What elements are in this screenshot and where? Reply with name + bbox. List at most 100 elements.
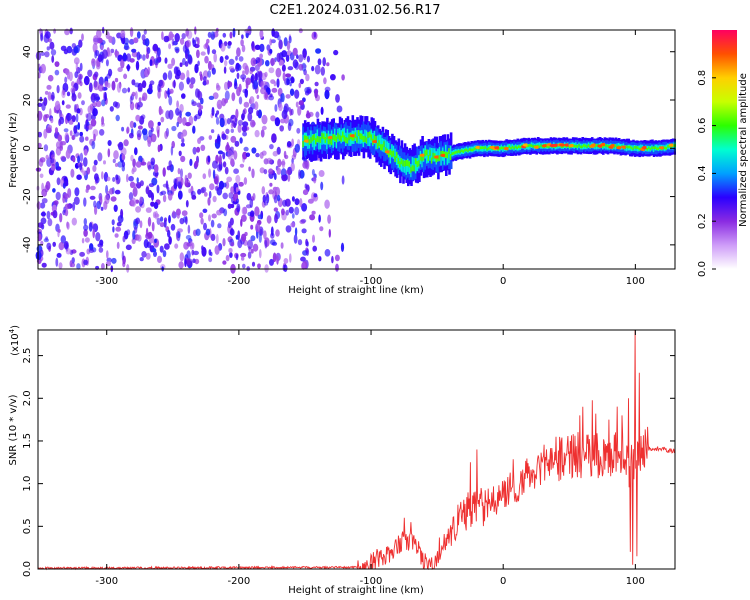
heatmap-cell xyxy=(79,152,84,162)
heatmap-cell xyxy=(156,124,160,134)
heatmap-cell xyxy=(269,144,274,150)
heatmap-cell xyxy=(140,161,147,166)
heatmap-cell xyxy=(217,150,224,155)
heatmap-cell xyxy=(283,264,288,273)
heatmap-cell xyxy=(247,112,253,122)
heatmap-cell xyxy=(294,143,300,153)
colorbar-ticks: 0.0 0.2 0.4 0.6 0.8 xyxy=(697,70,716,277)
heatmap-cell xyxy=(277,158,282,168)
heatmap-cell xyxy=(260,87,266,95)
heatmap-cell xyxy=(260,129,265,138)
heatmap-cell xyxy=(148,120,154,129)
heatmap-cell xyxy=(665,147,669,150)
heatmap-cell xyxy=(142,92,148,101)
heatmap-cell xyxy=(270,115,276,122)
heatmap-cell xyxy=(143,239,149,249)
heatmap-cell xyxy=(302,189,309,196)
heatmap-cell xyxy=(256,110,259,117)
heatmap-cell xyxy=(47,91,52,101)
heatmap-cell xyxy=(156,217,161,225)
heatmap-cell xyxy=(162,183,169,188)
heatmap-cell xyxy=(56,85,60,94)
heatmap-cell xyxy=(362,121,366,146)
heatmap-cell xyxy=(92,165,97,172)
heatmap-cell xyxy=(627,145,630,149)
heatmap-cell xyxy=(227,203,232,209)
heatmap-cell xyxy=(341,175,345,185)
heatmap-cell xyxy=(259,53,263,59)
heatmap-cell xyxy=(403,160,407,167)
heatmap-cell xyxy=(286,141,292,148)
heatmap-cell xyxy=(438,146,442,161)
heatmap-cell xyxy=(361,133,364,140)
heatmap-cell xyxy=(315,48,322,54)
heatmap-cell xyxy=(83,157,88,167)
heatmap-cell xyxy=(210,219,215,228)
heatmap-cell xyxy=(357,130,361,136)
heatmap-cell xyxy=(164,243,170,250)
heatmap-cell xyxy=(464,148,467,152)
heatmap-cell xyxy=(104,91,107,102)
heatmap-cell xyxy=(165,110,171,120)
heatmap-cell xyxy=(189,240,194,250)
heatmap-cell xyxy=(95,232,101,242)
heatmap-cell xyxy=(158,79,163,87)
heatmap-cell xyxy=(131,79,136,86)
heatmap-cell xyxy=(161,31,164,40)
heatmap-cell xyxy=(178,261,184,269)
heatmap-cell xyxy=(58,262,63,269)
heatmap-cell xyxy=(69,260,73,268)
heatmap-cell xyxy=(240,252,247,258)
heatmap-cell xyxy=(83,229,88,237)
heatmap-cell xyxy=(113,204,118,212)
heatmap-cell xyxy=(40,51,45,57)
heatmap-cell xyxy=(78,39,83,48)
heatmap-cell xyxy=(216,99,223,110)
heatmap-cell xyxy=(40,202,46,209)
heatmap-cell xyxy=(242,131,248,137)
heatmap-cell xyxy=(324,136,328,143)
heatmap-cell xyxy=(228,66,235,71)
heatmap-cell xyxy=(207,70,212,78)
heatmap-cell xyxy=(51,154,56,160)
heatmap-cell xyxy=(424,150,427,157)
heatmap-cell xyxy=(276,194,281,202)
heatmap-cell xyxy=(168,236,172,245)
heatmap-cell xyxy=(79,135,85,143)
heatmap-cell xyxy=(285,94,291,99)
heatmap-cell xyxy=(180,168,183,178)
heatmap-cell xyxy=(288,206,294,214)
heatmap-cell xyxy=(102,49,108,59)
heatmap-cell xyxy=(394,148,397,162)
heatmap-cell xyxy=(83,197,87,207)
heatmap-cell xyxy=(64,203,71,210)
heatmap-cell xyxy=(602,145,605,148)
heatmap-cell xyxy=(362,136,366,142)
heatmap-cell xyxy=(100,206,104,211)
heatmap-cell xyxy=(162,167,166,177)
heatmap-cell xyxy=(188,188,192,194)
heatmap-cell xyxy=(124,37,129,45)
heatmap-cell xyxy=(147,140,151,147)
heatmap-cell xyxy=(173,178,178,185)
heatmap-cell xyxy=(454,151,458,154)
heatmap-cell xyxy=(194,26,197,35)
heatmap-cell xyxy=(237,239,243,249)
heatmap-cell xyxy=(230,241,235,247)
heatmap-cell xyxy=(285,73,292,78)
heatmap-cell xyxy=(218,180,225,190)
heatmap-cell xyxy=(257,109,262,119)
heatmap-cell xyxy=(249,69,253,75)
heatmap-cell xyxy=(65,104,71,109)
heatmap-cell xyxy=(127,87,131,93)
heatmap-cell xyxy=(86,113,93,121)
heatmap-cell xyxy=(55,257,59,267)
heatmap-cell xyxy=(79,131,83,137)
heatmap-cell xyxy=(345,137,348,143)
heatmap-cell xyxy=(426,150,429,164)
heatmap-cell xyxy=(41,188,48,197)
heatmap-cell xyxy=(182,57,186,66)
spectrogram-y-label: Frequency (Hz) xyxy=(8,112,19,188)
heatmap-cell xyxy=(269,182,273,187)
heatmap-cell xyxy=(69,130,73,137)
